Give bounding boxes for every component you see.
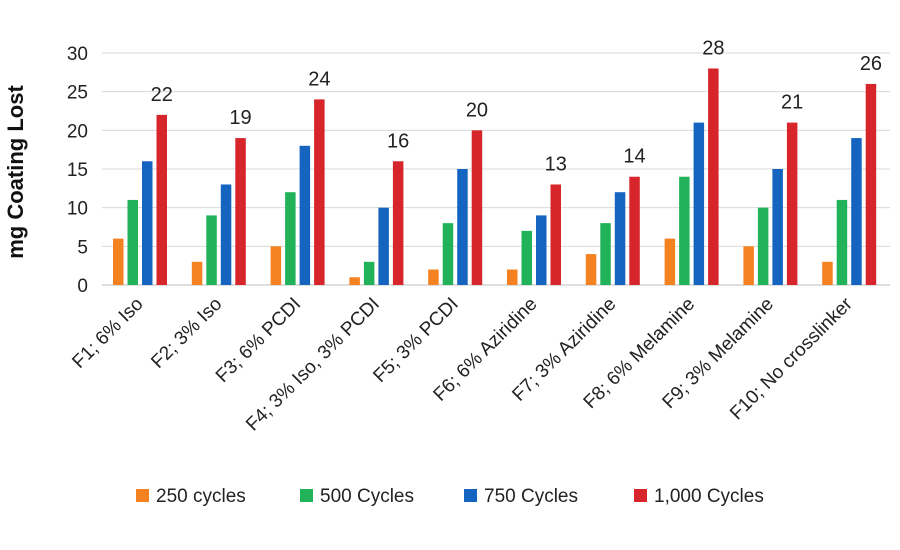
legend: 250 cycles 500 Cycles 750 Cycles 1,000 Cycl…: [136, 486, 764, 507]
bar: [314, 99, 325, 286]
bar: [664, 238, 676, 285]
bar: [851, 138, 862, 285]
bar: [708, 68, 719, 285]
data-label: 24: [308, 68, 330, 90]
bar: [693, 122, 705, 285]
bar: [743, 246, 754, 285]
data-label: 14: [623, 146, 645, 168]
data-label: 26: [860, 53, 882, 75]
y-tick-label: 10: [67, 199, 88, 220]
x-category-label: F2; 3% Iso: [147, 294, 226, 373]
data-label: 13: [545, 153, 567, 175]
bar: [550, 184, 561, 285]
bar: [772, 169, 783, 285]
data-label: 28: [702, 37, 724, 59]
bar: [757, 207, 769, 285]
bar: [206, 215, 217, 285]
bar: [191, 261, 203, 285]
legend-label: 750 Cycles: [484, 486, 578, 507]
bar: [428, 269, 439, 285]
bar: [285, 192, 296, 285]
bar: [614, 192, 626, 285]
legend-swatch: [464, 489, 477, 502]
bar: [127, 199, 138, 285]
y-tick-label: 15: [67, 160, 88, 181]
data-label: 16: [387, 130, 409, 152]
y-tick-label: 20: [67, 121, 88, 142]
bar: [363, 261, 375, 285]
y-axis-title: mg Coating Lost: [3, 85, 28, 259]
bar: [142, 161, 153, 285]
bar: [536, 215, 547, 285]
bar: [442, 223, 454, 285]
bar: [836, 199, 848, 285]
bar: [457, 169, 468, 285]
bar: [822, 261, 833, 285]
bar: [471, 130, 483, 285]
data-label: 22: [151, 84, 173, 106]
gridlines: [102, 52, 890, 286]
y-axis-ticks: 0 5 10 15 20 25 30: [67, 44, 88, 297]
bar: [585, 254, 597, 285]
legend-label: 250 cycles: [156, 486, 246, 507]
data-label: 20: [466, 99, 488, 121]
bar: [600, 223, 611, 285]
legend-label: 1,000 Cycles: [654, 486, 764, 507]
bar: [299, 145, 311, 285]
y-tick-label: 30: [67, 44, 88, 65]
bar: [113, 238, 124, 285]
bar: [507, 269, 518, 285]
bar: [865, 83, 877, 285]
y-tick-label: 25: [67, 83, 88, 104]
bar: [378, 207, 389, 285]
legend-label: 500 Cycles: [320, 486, 414, 507]
x-category-label: F4; 3% Iso, 3% PCDI: [242, 294, 384, 436]
x-category-label: F1; 6% Iso: [68, 294, 147, 373]
data-labels: 22 19 24 16 20 13 14 28 21 26: [151, 37, 882, 175]
bar: [629, 176, 640, 285]
bar: [270, 246, 282, 285]
bar: [220, 184, 232, 285]
bar: [156, 114, 167, 285]
y-tick-label: 5: [77, 237, 88, 258]
bar: [786, 122, 798, 285]
bars: [113, 68, 877, 286]
bar: [349, 277, 360, 285]
bar: [235, 138, 246, 285]
bar: [679, 176, 690, 285]
bar: [521, 230, 532, 285]
legend-swatch: [300, 489, 313, 502]
legend-swatch: [136, 489, 149, 502]
bar: [392, 161, 404, 285]
y-tick-label: 0: [77, 276, 88, 297]
data-label: 21: [781, 92, 803, 114]
legend-swatch: [634, 489, 647, 502]
data-label: 19: [229, 107, 251, 129]
